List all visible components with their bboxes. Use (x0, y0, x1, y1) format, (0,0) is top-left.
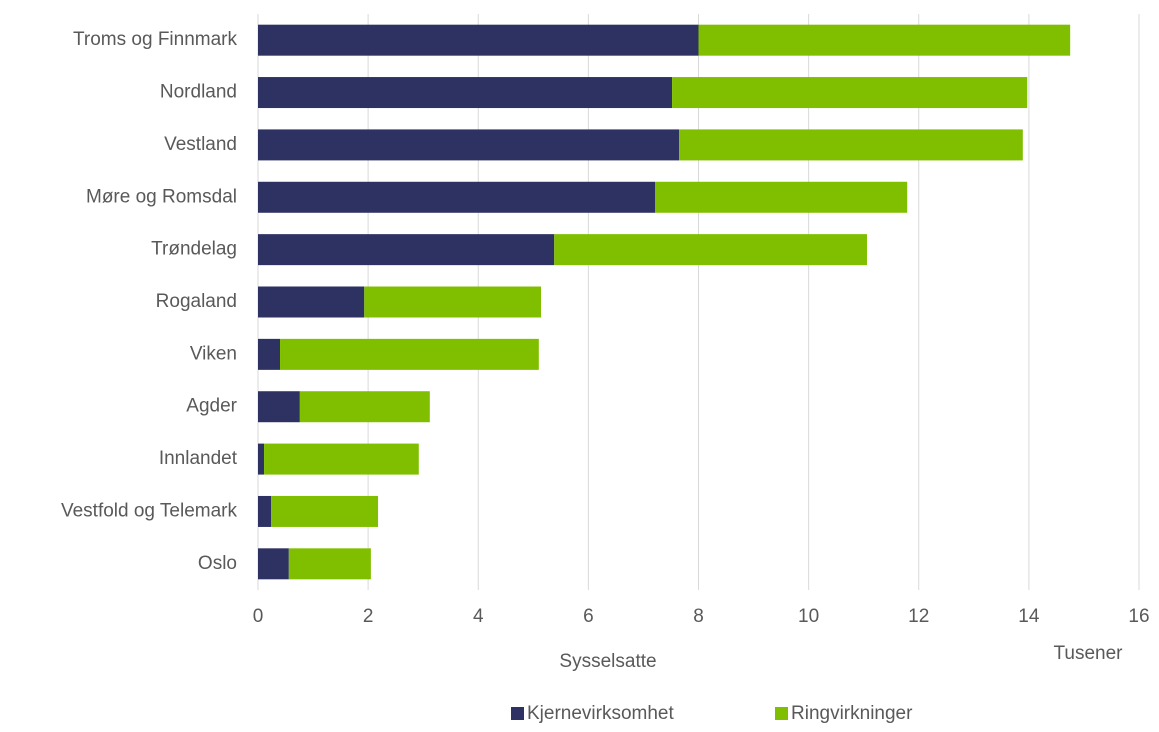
x-axis-unit: Tusener (1054, 643, 1124, 664)
legend-swatch (775, 707, 788, 720)
bar (698, 24, 1071, 56)
x-tick-label: 16 (1128, 606, 1149, 627)
bar (264, 443, 419, 475)
x-tick-label: 14 (1018, 606, 1040, 627)
bar (280, 338, 539, 370)
bar (672, 77, 1028, 109)
bar (258, 495, 272, 527)
bar (299, 391, 430, 423)
bar (258, 286, 365, 318)
y-tick-label: Troms og Finnmark (73, 29, 237, 50)
y-tick-label: Vestfold og Telemark (61, 500, 238, 521)
bar (271, 495, 379, 527)
legend-swatch (511, 707, 524, 720)
bar (288, 548, 371, 580)
x-tick-label: 0 (253, 606, 264, 627)
y-tick-label: Vestland (164, 134, 237, 155)
y-tick-label: Viken (190, 343, 237, 364)
bar (655, 181, 908, 213)
y-tick-label: Innlandet (159, 448, 238, 469)
bar (258, 77, 673, 109)
x-tick-label: 10 (798, 606, 819, 627)
x-tick-label: 6 (583, 606, 594, 627)
bar (364, 286, 542, 318)
y-tick-label: Trøndelag (151, 239, 237, 260)
x-tick-label: 8 (693, 606, 704, 627)
bar (258, 181, 656, 213)
bar (554, 234, 867, 266)
x-tick-label: 12 (908, 606, 929, 627)
bar (258, 24, 699, 56)
y-tick-label: Agder (186, 396, 237, 417)
bar (258, 129, 680, 161)
legend-label: Ringvirkninger (791, 703, 913, 724)
y-tick-label: Møre og Romsdal (86, 186, 237, 207)
y-tick-label: Rogaland (156, 291, 237, 312)
y-tick-label: Nordland (160, 82, 237, 103)
bar (258, 548, 289, 580)
x-tick-label: 4 (473, 606, 484, 627)
x-tick-label: 2 (363, 606, 374, 627)
x-axis-label: Sysselsatte (559, 651, 656, 672)
bar (258, 234, 555, 266)
bar (258, 391, 300, 423)
bar (679, 129, 1023, 161)
bar (258, 338, 281, 370)
legend-label: Kjernevirksomhet (527, 703, 674, 724)
y-tick-label: Oslo (198, 553, 237, 574)
bar (258, 443, 265, 475)
